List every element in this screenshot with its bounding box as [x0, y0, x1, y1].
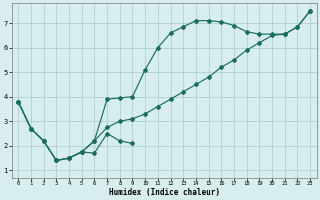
X-axis label: Humidex (Indice chaleur): Humidex (Indice chaleur) — [109, 188, 220, 197]
